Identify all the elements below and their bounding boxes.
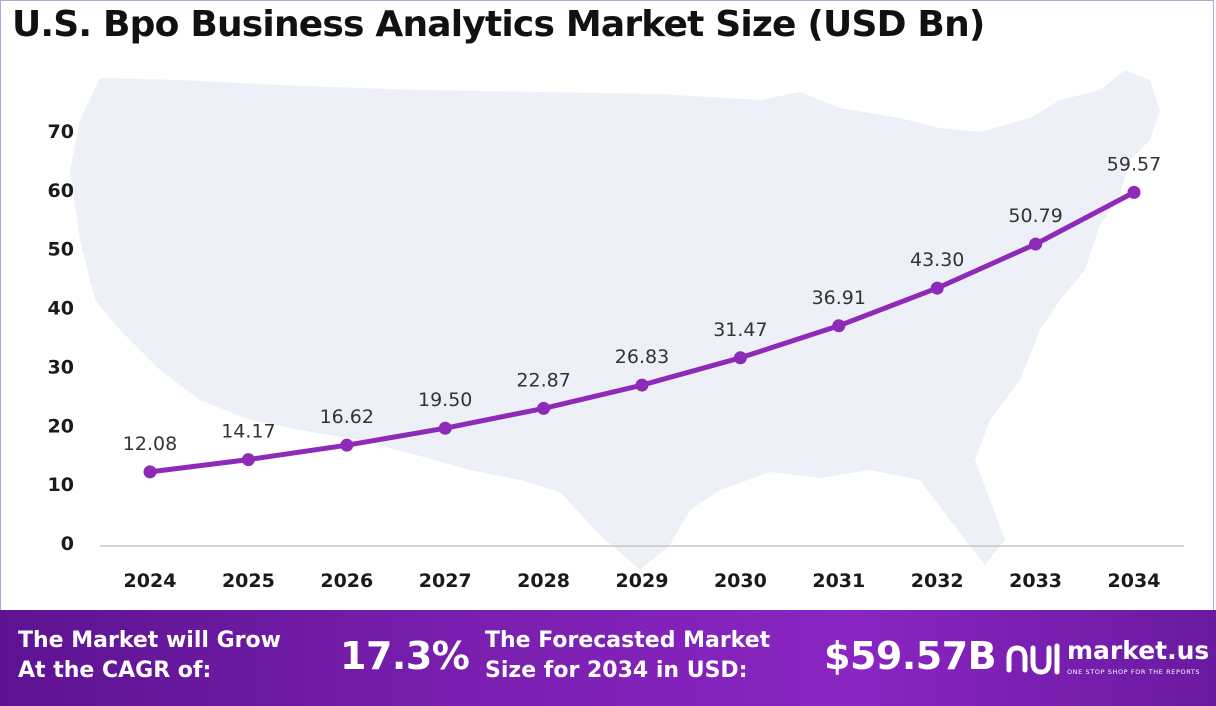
data-point xyxy=(635,378,649,392)
data-label: 31.47 xyxy=(713,319,767,341)
cagr-label-line1: The Market will Grow xyxy=(18,628,281,653)
data-label: 12.08 xyxy=(123,433,177,455)
data-point xyxy=(537,401,551,415)
summary-band: The Market will Grow At the CAGR of: 17.… xyxy=(0,610,1216,706)
y-tick-label: 30 xyxy=(48,356,74,378)
x-tick-label: 2034 xyxy=(1108,570,1161,592)
data-label: 22.87 xyxy=(516,369,570,391)
x-tick-label: 2031 xyxy=(812,570,865,592)
data-point xyxy=(733,351,747,365)
chart-title: U.S. Bpo Business Analytics Market Size … xyxy=(12,4,985,45)
data-point xyxy=(241,453,255,467)
x-tick-label: 2033 xyxy=(1009,570,1062,592)
data-point xyxy=(340,438,354,452)
data-point xyxy=(438,421,452,435)
brand-tagline: ONE STOP SHOP FOR THE REPORTS xyxy=(1067,668,1201,676)
x-tick-label: 2029 xyxy=(616,570,669,592)
brand-logo[interactable]: market.us ONE STOP SHOP FOR THE REPORTS xyxy=(1005,634,1210,686)
y-tick-label: 50 xyxy=(48,239,74,261)
y-tick-label: 70 xyxy=(48,121,74,143)
x-tick-label: 2027 xyxy=(419,570,472,592)
data-point xyxy=(832,319,846,333)
forecast-value: $59.57B xyxy=(824,634,997,678)
y-tick-label: 10 xyxy=(48,474,74,496)
data-label: 14.17 xyxy=(221,421,275,443)
data-point xyxy=(1127,185,1141,199)
y-tick-label: 60 xyxy=(48,180,74,202)
x-axis-ticks: 2024 2025 2026 2027 2028 2029 2030 2031 2032 2033… xyxy=(124,570,1161,592)
data-points xyxy=(143,185,1141,479)
cagr-value: 17.3% xyxy=(340,634,470,678)
data-label: 50.79 xyxy=(1008,205,1062,227)
forecast-label: The Forecasted Market Size for 2034 in U… xyxy=(485,626,770,686)
brand-name: market.us xyxy=(1067,636,1210,665)
forecast-label-line2: Size for 2034 in USD: xyxy=(485,658,748,683)
cagr-label-line2: At the CAGR of: xyxy=(18,658,212,683)
data-label: 59.57 xyxy=(1107,153,1161,175)
data-label: 26.83 xyxy=(615,346,669,368)
x-tick-label: 2028 xyxy=(517,570,570,592)
x-tick-label: 2024 xyxy=(124,570,177,592)
data-point xyxy=(143,465,157,479)
data-label: 19.50 xyxy=(418,389,472,411)
forecast-label-line1: The Forecasted Market xyxy=(485,628,771,653)
data-label: 36.91 xyxy=(812,287,866,309)
data-label: 43.30 xyxy=(910,249,964,271)
x-tick-label: 2032 xyxy=(911,570,964,592)
y-tick-label: 20 xyxy=(48,415,74,437)
x-tick-label: 2030 xyxy=(714,570,767,592)
y-tick-label: 0 xyxy=(61,533,74,555)
data-point xyxy=(930,281,944,295)
market-us-logo-icon xyxy=(1006,643,1060,675)
chart-frame xyxy=(0,0,1214,610)
us-map-background xyxy=(70,70,1160,570)
y-tick-label: 40 xyxy=(48,298,74,320)
cagr-label: The Market will Grow At the CAGR of: xyxy=(18,626,281,686)
data-labels: 12.08 14.17 16.62 19.50 22.87 26.83 31.47 36.91… xyxy=(123,153,1161,455)
y-axis-ticks: 0 10 20 30 40 50 60 70 xyxy=(48,121,74,555)
x-tick-label: 2025 xyxy=(222,570,275,592)
data-point xyxy=(1029,237,1043,251)
data-label: 16.62 xyxy=(320,406,374,428)
x-tick-label: 2026 xyxy=(320,570,373,592)
